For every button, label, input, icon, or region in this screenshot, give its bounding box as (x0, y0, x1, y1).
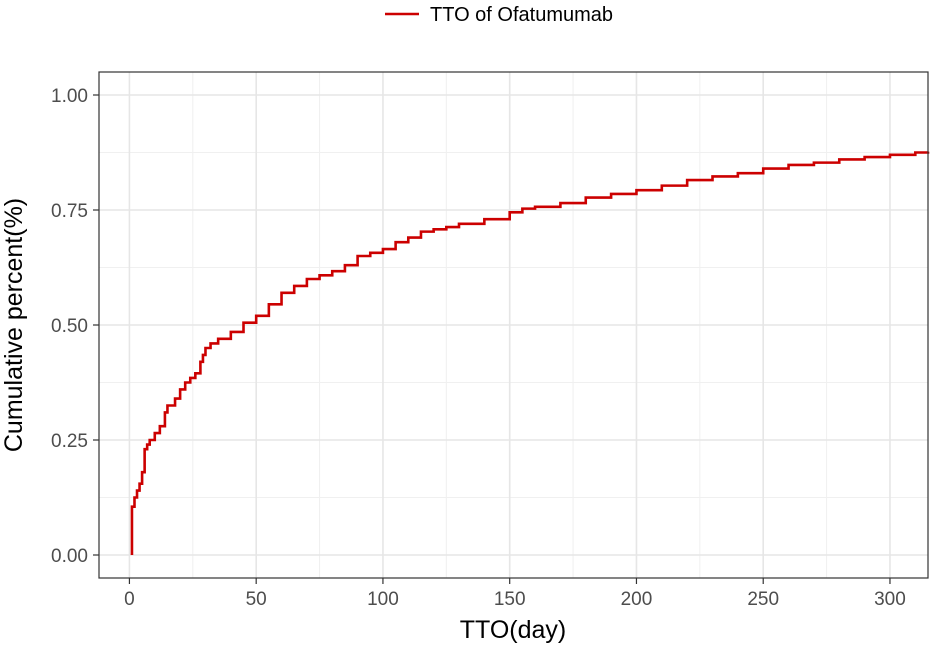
y-tick-label: 0.00 (51, 546, 88, 567)
x-tick-label: 150 (494, 589, 526, 610)
x-tick-label: 300 (874, 589, 906, 610)
x-tick-label: 100 (367, 589, 399, 610)
y-axis-title: Cumulative percent(%) (0, 198, 28, 452)
x-tick-label: 200 (621, 589, 653, 610)
series-layer (130, 151, 930, 555)
x-axis: 0 50 100 150 200 250 300 (124, 578, 906, 610)
y-axis: 0.00 0.25 0.50 0.75 1.00 (51, 86, 99, 567)
y-tick-label: 0.75 (51, 201, 88, 222)
x-tick-label: 250 (747, 589, 779, 610)
legend: TTO of Ofatumumab (385, 4, 613, 26)
x-tick-label: 0 (124, 589, 135, 610)
y-tick-label: 0.50 (51, 316, 88, 337)
x-tick-label: 50 (246, 589, 267, 610)
y-tick-label: 1.00 (51, 86, 88, 107)
series-line (130, 151, 930, 555)
x-axis-title: TTO(day) (460, 616, 567, 644)
grid-major (99, 72, 928, 578)
legend-label: TTO of Ofatumumab (430, 4, 613, 26)
y-tick-label: 0.25 (51, 431, 88, 452)
